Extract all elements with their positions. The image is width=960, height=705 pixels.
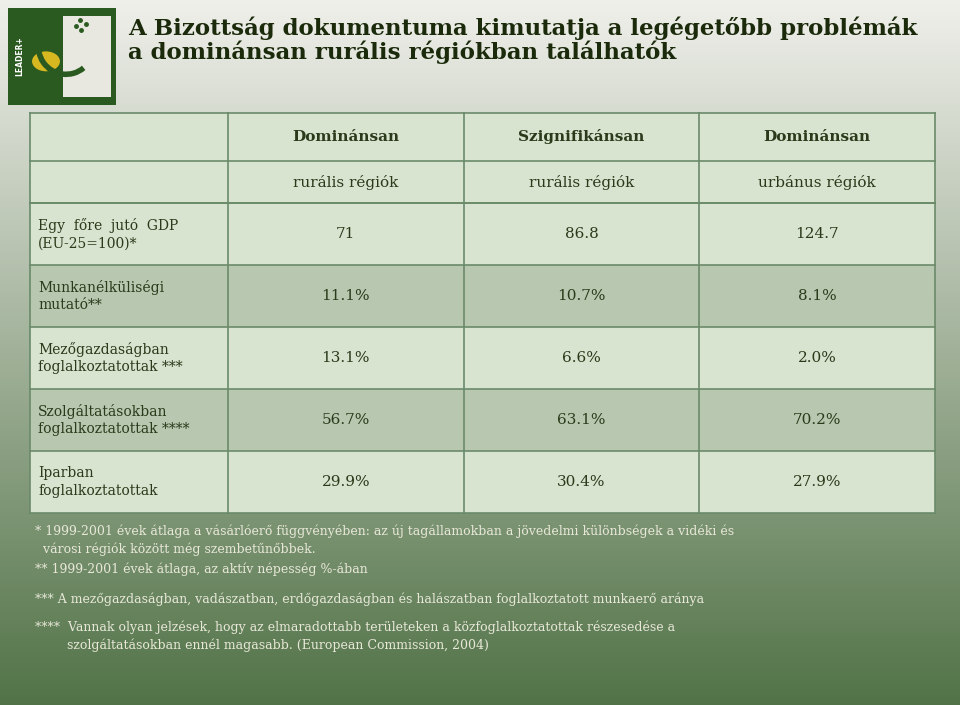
- Text: *** A mezőgazdaságban, vadászatban, erdőgazdaságban és halászatban foglalkoztato: *** A mezőgazdaságban, vadászatban, erdő…: [35, 593, 704, 606]
- Text: Szignifikánsan: Szignifikánsan: [518, 130, 645, 145]
- Bar: [30, 265, 935, 327]
- Bar: [30, 451, 935, 513]
- Text: 2.0%: 2.0%: [798, 351, 836, 365]
- Text: 63.1%: 63.1%: [557, 413, 606, 427]
- Text: ** 1999-2001 évek átlaga, az aktív népesség %-ában: ** 1999-2001 évek átlaga, az aktív népes…: [35, 563, 368, 577]
- Text: Dominánsan: Dominánsan: [292, 130, 399, 144]
- Text: 70.2%: 70.2%: [793, 413, 841, 427]
- Text: 11.1%: 11.1%: [322, 289, 371, 303]
- Text: 6.6%: 6.6%: [562, 351, 601, 365]
- Text: urbánus régiók: urbánus régiók: [758, 175, 876, 190]
- Text: 124.7: 124.7: [795, 227, 839, 241]
- Text: 10.7%: 10.7%: [557, 289, 606, 303]
- Text: Munkanélküliségi
mutató**: Munkanélküliségi mutató**: [38, 280, 164, 312]
- Text: Mezőgazdaságban
foglalkoztatottak ***: Mezőgazdaságban foglalkoztatottak ***: [38, 342, 182, 374]
- Text: 8.1%: 8.1%: [798, 289, 836, 303]
- Bar: [8, 8, 116, 105]
- Text: rurális régiók: rurális régiók: [529, 175, 635, 190]
- Text: 13.1%: 13.1%: [322, 351, 371, 365]
- Ellipse shape: [31, 50, 61, 73]
- Text: 86.8: 86.8: [564, 227, 598, 241]
- Text: 27.9%: 27.9%: [793, 475, 841, 489]
- Text: * 1999-2001 évek átlaga a vásárlóerő függvényében: az új tagállamokban a jövedel: * 1999-2001 évek átlaga a vásárlóerő füg…: [35, 525, 734, 556]
- Text: Szolgáltatásokban
foglalkoztatottak ****: Szolgáltatásokban foglalkoztatottak ****: [38, 403, 189, 436]
- Bar: [30, 203, 935, 265]
- Text: Egy  főre  jutó  GDP
(EU-25=100)*: Egy főre jutó GDP (EU-25=100)*: [38, 218, 179, 250]
- Bar: [30, 389, 935, 451]
- Text: 29.9%: 29.9%: [322, 475, 371, 489]
- Text: a dominánsan rurális régiókban találhatók: a dominánsan rurális régiókban található…: [128, 40, 676, 63]
- Text: Iparban
foglalkoztatottak: Iparban foglalkoztatottak: [38, 466, 157, 498]
- Text: ****  Vannak olyan jelzések, hogy az elmaradottabb területeken a közfoglalkoztat: **** Vannak olyan jelzések, hogy az elma…: [35, 621, 675, 652]
- Text: LEADER+: LEADER+: [15, 37, 25, 76]
- Bar: [30, 113, 935, 203]
- Text: rurális régiók: rurális régiók: [293, 175, 398, 190]
- Text: A Bizottság dokumentuma kimutatja a legégetőbb problémák: A Bizottság dokumentuma kimutatja a legé…: [128, 17, 918, 40]
- Bar: [30, 327, 935, 389]
- Text: 30.4%: 30.4%: [557, 475, 606, 489]
- Text: 71: 71: [336, 227, 355, 241]
- Text: 56.7%: 56.7%: [322, 413, 370, 427]
- Text: Dominánsan: Dominánsan: [763, 130, 871, 144]
- Bar: [63, 16, 111, 97]
